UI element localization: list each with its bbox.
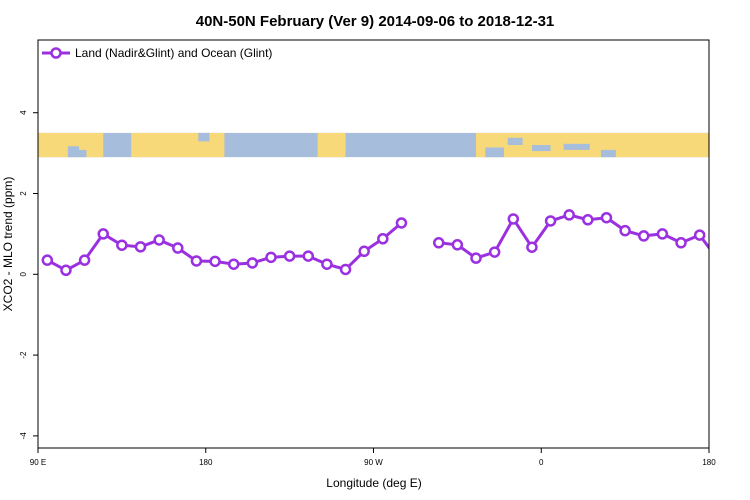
data-point [544,215,557,227]
data-point [563,209,575,221]
world-map-band [38,132,718,158]
data-point [246,257,259,269]
data-point [41,254,54,266]
map-land [317,132,346,158]
map-water-patch [485,147,504,158]
y-axis-label: XCO2 - MLO trend (ppm) [1,177,15,312]
series-layer [41,209,741,277]
data-point [339,263,352,276]
data-point [656,228,669,240]
data-point [432,237,445,249]
y-axis: -4 -2 0 2 4 [19,110,38,440]
data-point [714,256,723,265]
data-point [526,241,538,253]
legend-label: Land (Nadir&Glint) and Ocean (Glint) [75,46,272,60]
series-line [438,213,709,260]
x-tick-label: 180 [702,458,716,467]
x-axis: 90 E 180 90 W 0 180 [30,448,716,467]
x-tick-label: 90 E [30,458,46,467]
x-tick-label: 90 W [364,458,383,467]
data-point [619,224,631,237]
data-point [638,230,650,242]
chart-title: 40N-50N February (Ver 9) 2014-09-06 to 2… [196,13,555,30]
data-point [358,245,370,258]
map-water-patch [563,143,590,150]
x-axis-label: Longitude (deg E) [326,476,421,490]
map-water-patch [198,132,210,142]
data-point [470,252,482,264]
data-point [227,258,240,270]
data-point [209,255,221,268]
x-tick-label: 180 [199,458,213,467]
data-point [265,251,277,264]
map-land [131,132,225,158]
legend-marker [50,47,62,59]
data-point [172,242,184,254]
y-tick-label: -2 [19,351,28,359]
map-water-patch [507,137,523,146]
data-point [302,250,315,262]
data-point [693,229,706,241]
data-point [190,255,203,267]
data-point [283,250,296,262]
y-tick-label: 2 [19,191,28,196]
legend: Land (Nadir&Glint) and Ocean (Glint) [42,46,272,60]
data-point [488,246,501,258]
data-point [78,254,91,266]
data-point [600,211,613,224]
data-point [60,264,72,277]
data-point [732,266,741,275]
data-point [395,217,408,229]
map-water-patch [79,149,87,158]
data-point [582,214,594,226]
map-water-patch [709,147,718,157]
data-point [321,258,333,270]
data-point [675,237,687,249]
y-tick-label: -4 [19,432,28,440]
data-point [153,234,165,246]
x-tick-label: 0 [539,458,544,467]
data-point [97,228,109,240]
map-water-patch [531,145,551,152]
data-point [451,239,464,251]
data-point [134,241,147,253]
data-point [377,232,389,245]
data-point [507,213,520,225]
data-point [116,239,128,251]
y-tick-label: 4 [19,110,28,115]
y-tick-label: 0 [19,272,28,277]
map-water-patch [600,149,616,158]
map-water-patch [67,146,80,158]
